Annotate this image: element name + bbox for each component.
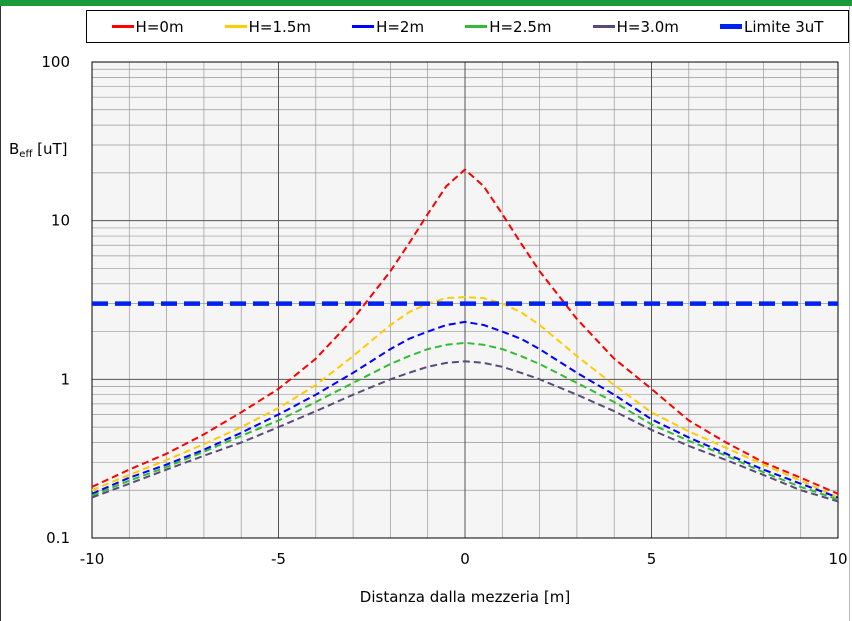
- y-tick-label: 0.1: [46, 529, 70, 547]
- legend-swatch-h2-5: [465, 25, 488, 28]
- x-tick-labels: -10 -5 0 5 10: [80, 550, 848, 568]
- series-line-1: [91, 296, 839, 499]
- legend-label-h3-0: H=3.0m: [616, 17, 679, 36]
- legend-swatch-h1-5: [224, 25, 247, 28]
- y-axis-label-unit: [uT]: [32, 140, 67, 158]
- legend-swatch-limit: [720, 24, 743, 29]
- series-line-2: [91, 320, 839, 499]
- legend-label-h1-5: H=1.5m: [248, 17, 311, 36]
- legend-item-h2-5: H=2.5m: [465, 17, 552, 36]
- x-tick-label: -10: [80, 550, 105, 568]
- y-tick-label: 100: [41, 53, 70, 71]
- series-lines: [91, 168, 839, 503]
- y-tick-label: 10: [51, 212, 70, 230]
- chart-legend: H=0m H=1.5m H=2m H=2.5m H=3.0m Limite 3u…: [86, 10, 849, 43]
- legend-label-limit: Limite 3uT: [744, 17, 824, 36]
- legend-label-h0: H=0m: [135, 17, 184, 36]
- legend-item-h3-0: H=3.0m: [592, 17, 679, 36]
- x-tick-label: 10: [828, 550, 847, 568]
- x-axis-label: Distanza dalla mezzeria [m]: [360, 588, 570, 606]
- top-band: [0, 0, 852, 6]
- legend-label-h2: H=2m: [376, 17, 425, 36]
- y-tick-labels: 0.1 1 10 100: [41, 53, 70, 547]
- series-line-0: [91, 168, 839, 495]
- x-tick-label: -5: [271, 550, 286, 568]
- x-tick-label: 5: [647, 550, 657, 568]
- legend-label-h2-5: H=2.5m: [489, 17, 552, 36]
- x-tick-label: 0: [460, 550, 470, 568]
- plot-frame: [91, 61, 839, 539]
- y-axis-label-main: B: [9, 140, 19, 158]
- legend-swatch-h0: [111, 25, 134, 28]
- legend-item-h0: H=0m: [111, 17, 184, 36]
- left-frame-border: [0, 6, 1, 621]
- series-line-3: [91, 341, 839, 501]
- legend-item-h2: H=2m: [352, 18, 424, 36]
- y-axis-label-sub: eff: [19, 149, 33, 160]
- legend-swatch-h2: [352, 25, 375, 28]
- series-line-4: [91, 360, 839, 503]
- y-axis-label: Beff [uT]: [9, 140, 68, 160]
- y-tick-label: 1: [60, 370, 70, 388]
- legend-item-h1-5: H=1.5m: [224, 17, 311, 36]
- legend-item-limit: Limite 3uT: [720, 18, 823, 36]
- right-frame-border: [849, 6, 850, 621]
- legend-swatch-h3-0: [592, 25, 615, 28]
